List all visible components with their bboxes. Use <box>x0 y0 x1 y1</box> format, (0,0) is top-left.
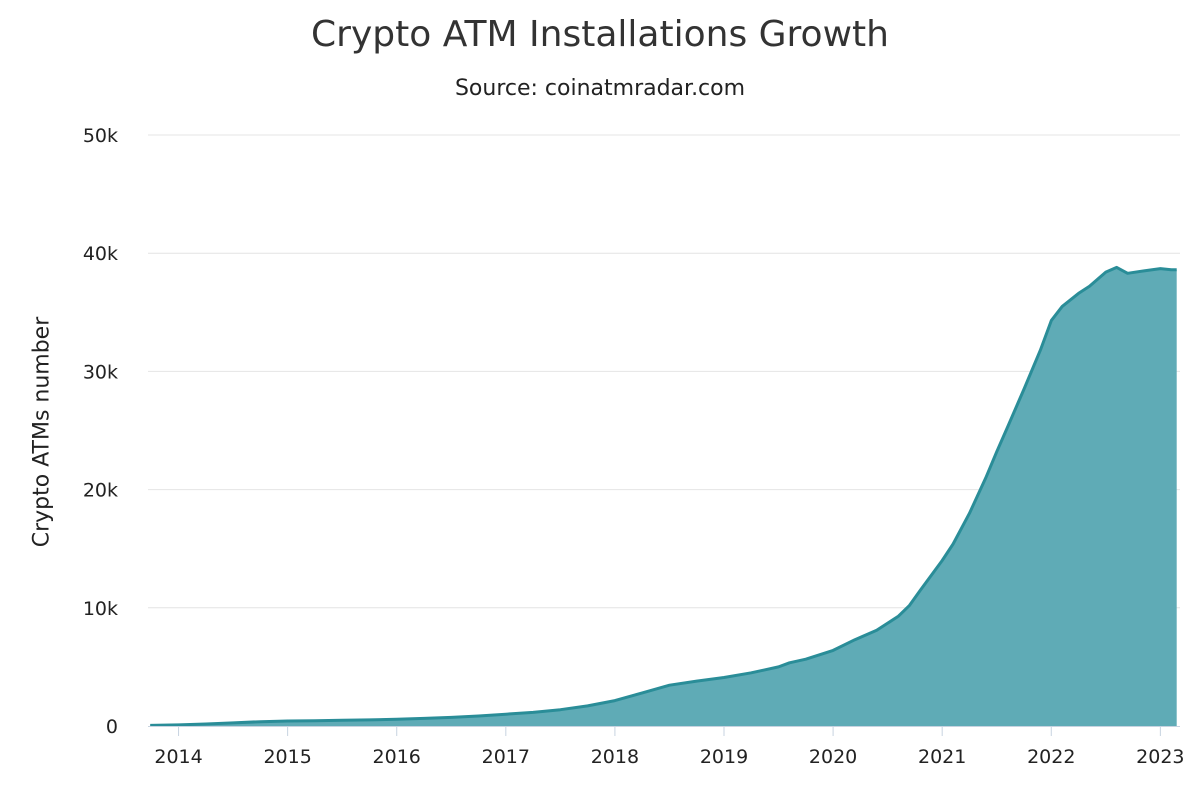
x-tick-label: 2019 <box>700 746 748 768</box>
x-tick-label: 2020 <box>809 746 857 768</box>
x-tick-label: 2014 <box>154 746 202 768</box>
x-tick-label: 2023 <box>1136 746 1184 768</box>
y-tick-label: 30k <box>83 361 118 383</box>
y-tick-label: 50k <box>83 125 118 147</box>
x-tick-label: 2022 <box>1027 746 1075 768</box>
x-tick-label: 2021 <box>918 746 966 768</box>
series-line <box>150 265 1177 727</box>
x-tick-label: 2016 <box>373 746 421 768</box>
y-tick-label: 20k <box>83 480 118 502</box>
x-tick-label: 2017 <box>482 746 530 768</box>
y-tick-label: 40k <box>83 243 118 265</box>
x-tick-label: 2015 <box>263 746 311 768</box>
series-area <box>150 267 1177 726</box>
y-tick-label: 0 <box>106 716 118 738</box>
y-tick-label: 10k <box>83 598 118 620</box>
x-tick-label: 2018 <box>591 746 639 768</box>
chart-subtitle: Source: coinatmradar.com <box>454 76 746 101</box>
chart-title: Crypto ATM Installations Growth <box>311 14 889 55</box>
